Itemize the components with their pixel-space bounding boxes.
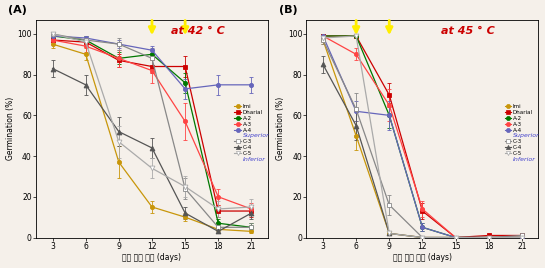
Y-axis label: Germination (%): Germination (%) (276, 97, 285, 160)
X-axis label: 퇴화 처리 기간 (days): 퇴화 처리 기간 (days) (393, 254, 452, 262)
Legend: Imi, Dharial, A-2, A-3, A-4, Superior, C-3, C-4, C-5, Inferior: Imi, Dharial, A-2, A-3, A-4, Superior, C… (504, 104, 540, 162)
Y-axis label: Germination (%): Germination (%) (5, 97, 15, 160)
Text: (B): (B) (278, 5, 297, 15)
Text: (A): (A) (8, 5, 27, 15)
Text: at 45 ° C: at 45 ° C (441, 26, 495, 36)
Legend: Imi, Dharial, A-2, A-3, A-4, Superior, C-3, C-4, C-5, Inferior: Imi, Dharial, A-2, A-3, A-4, Superior, C… (234, 104, 270, 162)
Text: at 42 ° C: at 42 ° C (171, 26, 225, 36)
X-axis label: 퇴화 처리 기간 (days): 퇴화 처리 기간 (days) (123, 254, 181, 262)
